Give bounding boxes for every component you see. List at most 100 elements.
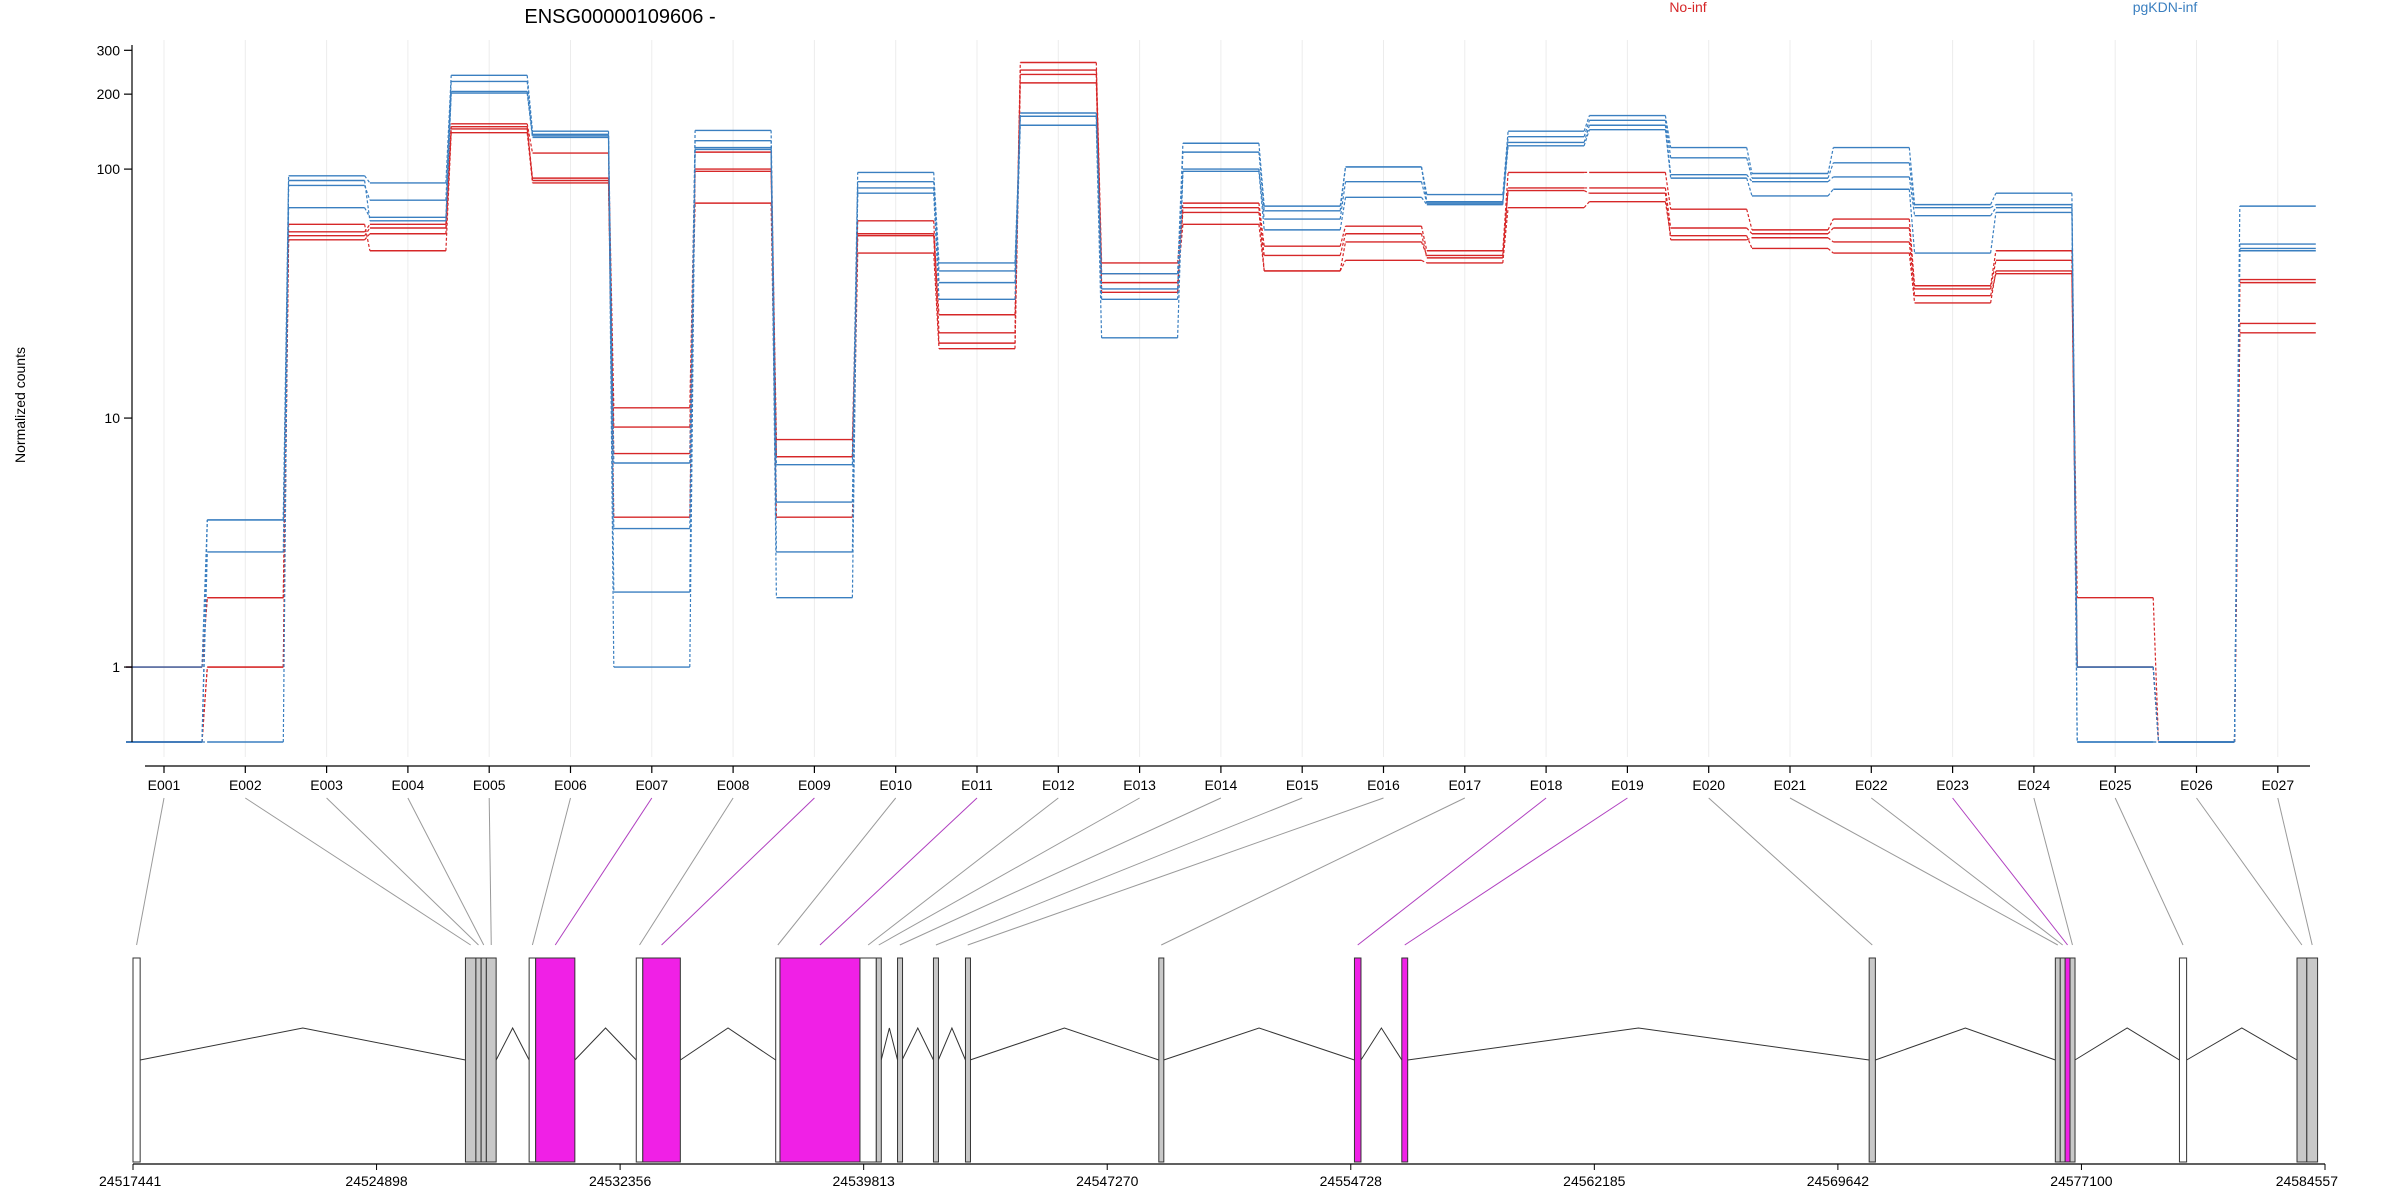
series-connector <box>1583 120 1590 137</box>
series-connector <box>1990 250 1997 286</box>
intron-line <box>680 1027 776 1061</box>
series-connector <box>1420 226 1428 251</box>
exon-connector <box>639 797 734 946</box>
series-connector <box>1746 147 1753 174</box>
series-connector <box>1908 189 1916 254</box>
series-connector <box>1990 204 1997 209</box>
series-connector <box>1421 259 1428 264</box>
series-connector <box>933 233 940 315</box>
exon-connector <box>531 797 571 946</box>
series-connector <box>1746 209 1753 231</box>
genome-tick-label: 24532356 <box>589 1173 652 1189</box>
series-connector <box>1502 207 1509 263</box>
series-connector <box>1908 241 1916 296</box>
series-connector <box>1827 218 1834 231</box>
exon-connector <box>819 797 978 946</box>
x-tick-label: E022 <box>1855 777 1888 793</box>
genome-tick-label: 24554728 <box>1320 1173 1383 1189</box>
chart-title: ENSG00000109606 - <box>524 6 715 28</box>
exon-connector <box>1357 797 1547 946</box>
exon-connector <box>1404 797 1628 946</box>
series-connector <box>1583 115 1590 132</box>
series-connector <box>1014 125 1021 300</box>
x-tick-label: E013 <box>1123 777 1156 793</box>
series-connector <box>364 175 371 184</box>
genome-tick-label: 24584557 <box>2276 1173 2339 1189</box>
x-tick-label: E017 <box>1448 777 1481 793</box>
series-connector <box>364 207 371 218</box>
series-connector <box>1746 235 1753 249</box>
exon-box-e007 <box>535 957 576 1163</box>
series-connector <box>1746 157 1753 179</box>
series-connector <box>1827 237 1834 243</box>
series-connector <box>1990 273 1997 296</box>
x-tick-label: E026 <box>2180 777 2213 793</box>
exon-box-e023 <box>2064 957 2071 1163</box>
series-connector <box>1258 207 1265 271</box>
series-connector <box>526 81 534 135</box>
series-connector <box>2152 667 2160 743</box>
exon-box-e019 <box>1401 957 1409 1163</box>
exon-connector <box>661 797 815 946</box>
x-tick-label: E023 <box>1936 777 1969 793</box>
exon-connector <box>1952 797 2068 946</box>
series-connector <box>1258 143 1265 207</box>
series-connector <box>1014 116 1021 283</box>
exon-box-e015 <box>932 957 939 1163</box>
exon-connector <box>245 797 471 946</box>
exon-box-e021 <box>2054 957 2061 1163</box>
series-connector <box>1420 166 1428 202</box>
series-connector <box>1664 172 1672 210</box>
y-tick-label: 10 <box>104 410 120 426</box>
exon-connector <box>935 797 1303 946</box>
series-connector <box>2071 204 2078 668</box>
series-connector <box>364 233 371 241</box>
series-connector <box>1339 233 1347 256</box>
series-connector <box>1339 181 1347 220</box>
series-connector <box>1664 129 1672 179</box>
series-connector <box>689 149 696 593</box>
genomic-coordinate-axis: 24517441 24524898 24532356 24539813 24547270… <box>99 1163 2339 1189</box>
series-connector <box>1502 172 1509 251</box>
series-connector <box>526 126 534 179</box>
exon-box-e018 <box>1353 957 1362 1163</box>
gene-model <box>132 957 2319 1163</box>
genome-tick-label: 24577100 <box>2050 1173 2113 1189</box>
series-connector <box>2233 244 2241 743</box>
series-connector <box>1990 270 1997 304</box>
x-tick-label: E005 <box>473 777 506 793</box>
x-tick-label: E016 <box>1367 777 1400 793</box>
legend-label-pgkdn-inf: pgKDN-inf <box>2133 0 2198 15</box>
series-connector <box>1908 176 1916 216</box>
expression-series <box>126 61 2316 743</box>
exon-connector <box>488 797 492 946</box>
exon-box-e005 <box>485 957 497 1163</box>
series-connector <box>1908 227 1916 290</box>
series-connector <box>364 180 371 221</box>
exon-box-e022 <box>2059 957 2066 1163</box>
x-tick-label: E020 <box>1692 777 1725 793</box>
x-tick-label: E027 <box>2261 777 2294 793</box>
series-connector <box>1664 120 1672 158</box>
intron-line <box>495 1026 530 1061</box>
x-tick-label: E019 <box>1611 777 1644 793</box>
series-connector <box>1502 190 1509 256</box>
series-connector <box>1583 190 1590 194</box>
series-connector <box>1827 227 1834 235</box>
series-connector <box>1177 169 1184 300</box>
series-connector <box>1908 162 1916 208</box>
series-connector <box>1420 181 1428 204</box>
intron-line <box>1875 1027 2056 1061</box>
series-connector <box>770 149 777 503</box>
exon-connector <box>2196 797 2303 946</box>
series-connector <box>1177 152 1184 289</box>
series-connector <box>1664 115 1672 148</box>
genome-tick-label: 24524898 <box>345 1173 408 1189</box>
exon-box-e006 <box>528 957 537 1163</box>
series-connector <box>1746 227 1753 235</box>
exon-box-e009 <box>642 957 681 1163</box>
intron-line <box>937 1026 966 1061</box>
x-tick-label: E006 <box>554 777 587 793</box>
series-connector <box>933 235 940 344</box>
series-connector <box>607 137 615 593</box>
